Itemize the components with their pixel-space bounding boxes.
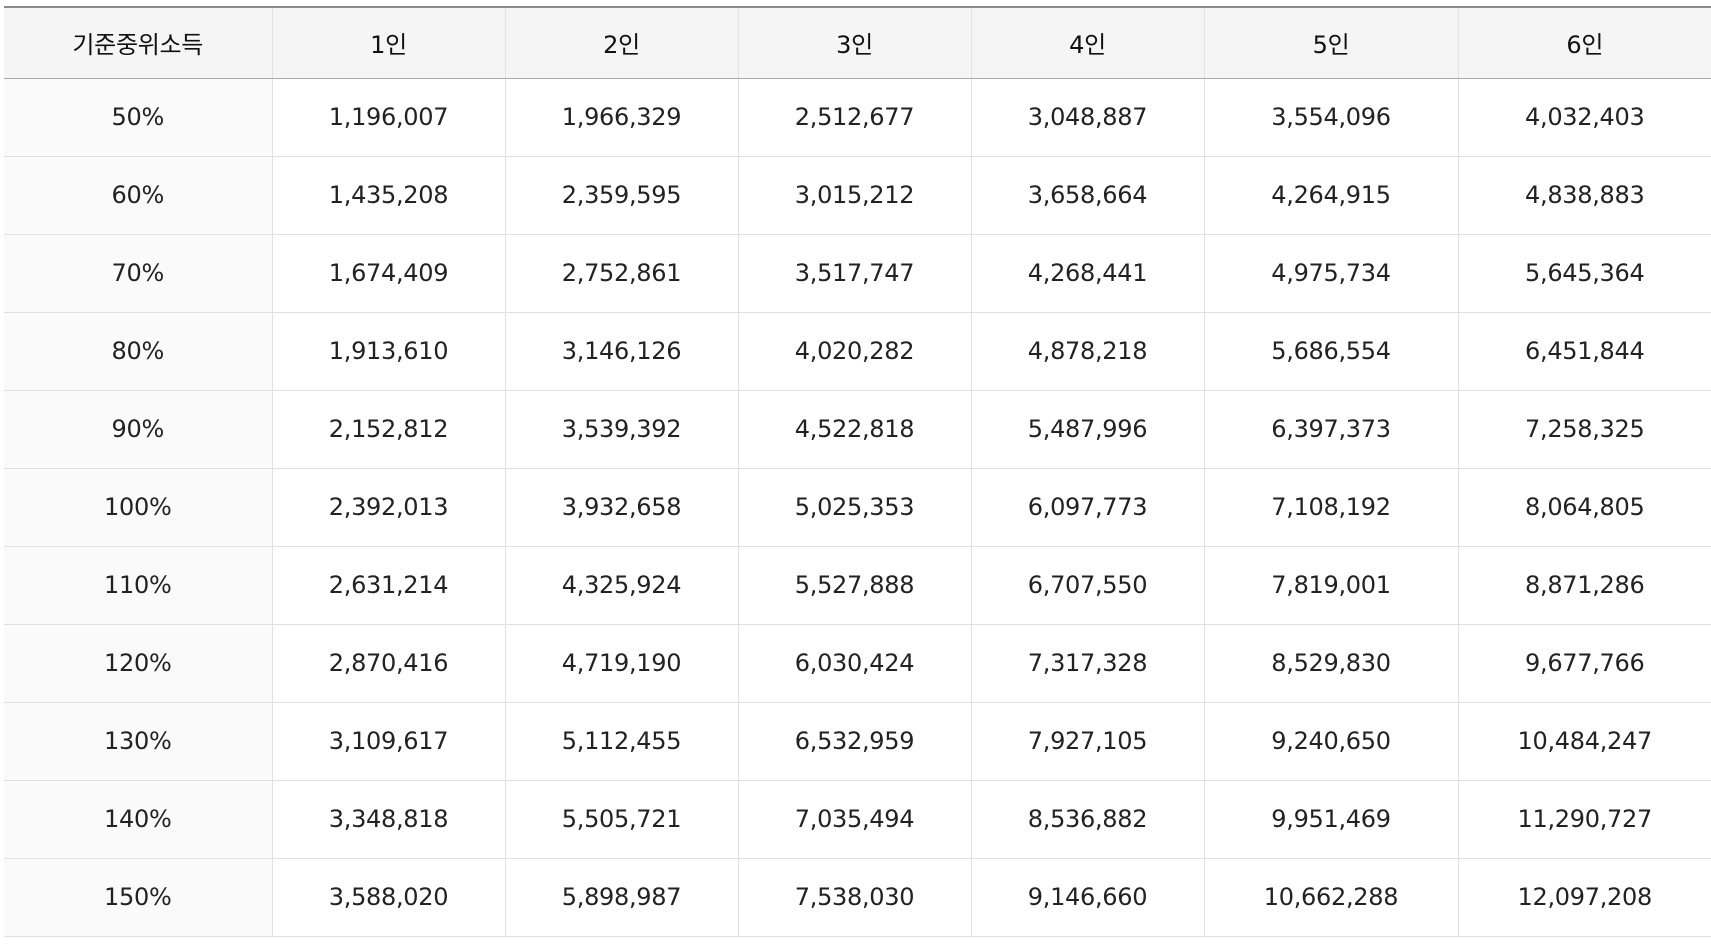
- table-cell-income: 3,109,617: [272, 702, 506, 781]
- table-cell-income: 5,112,455: [505, 702, 739, 781]
- table-cell-income: 8,064,805: [1458, 468, 1711, 547]
- table-cell-income: 7,108,192: [1204, 468, 1459, 547]
- table-row: 80% 1,913,610 3,146,126 4,020,282 4,878,218 5…: [4, 312, 1711, 391]
- table-cell-income: 10,484,247: [1458, 702, 1711, 781]
- row-label-percent: 130%: [4, 702, 273, 781]
- table-row: 90% 2,152,812 3,539,392 4,522,818 5,487,996 6…: [4, 390, 1711, 469]
- table-cell-income: 3,588,020: [272, 858, 506, 937]
- table-cell-income: 7,317,328: [971, 624, 1205, 703]
- row-label-percent: 140%: [4, 780, 273, 859]
- table-row: 120% 2,870,416 4,719,190 6,030,424 7,317,328…: [4, 624, 1711, 703]
- table-cell-income: 6,097,773: [971, 468, 1205, 547]
- row-label-percent: 50%: [4, 78, 273, 157]
- table-cell-income: 2,870,416: [272, 624, 506, 703]
- table-cell-income: 4,838,883: [1458, 156, 1711, 235]
- table-cell-income: 1,674,409: [272, 234, 506, 313]
- table-body: 50% 1,196,007 1,966,329 2,512,677 3,048,887 3…: [4, 78, 1711, 937]
- table-cell-income: 2,392,013: [272, 468, 506, 547]
- table-cell-income: 7,819,001: [1204, 546, 1459, 625]
- table-cell-income: 4,032,403: [1458, 78, 1711, 157]
- table-cell-income: 9,146,660: [971, 858, 1205, 937]
- table-cell-income: 4,325,924: [505, 546, 739, 625]
- table-cell-income: 5,505,721: [505, 780, 739, 859]
- table-cell-income: 4,522,818: [738, 390, 972, 469]
- table-cell-income: 5,487,996: [971, 390, 1205, 469]
- table-cell-income: 3,517,747: [738, 234, 972, 313]
- table-cell-income: 7,538,030: [738, 858, 972, 937]
- table-row: 60% 1,435,208 2,359,595 3,015,212 3,658,664 4…: [4, 156, 1711, 235]
- table-row: 140% 3,348,818 5,505,721 7,035,494 8,536,882…: [4, 780, 1711, 859]
- table-cell-income: 6,707,550: [971, 546, 1205, 625]
- table-cell-income: 9,951,469: [1204, 780, 1459, 859]
- table-cell-income: 8,536,882: [971, 780, 1205, 859]
- table-cell-income: 3,048,887: [971, 78, 1205, 157]
- table-cell-income: 2,512,677: [738, 78, 972, 157]
- table-cell-income: 6,451,844: [1458, 312, 1711, 391]
- table-row: 110% 2,631,214 4,325,924 5,527,888 6,707,550…: [4, 546, 1711, 625]
- header-cell-6-person: 6인: [1458, 6, 1711, 79]
- table-cell-income: 11,290,727: [1458, 780, 1711, 859]
- row-label-percent: 120%: [4, 624, 273, 703]
- table-cell-income: 3,658,664: [971, 156, 1205, 235]
- row-label-percent: 90%: [4, 390, 273, 469]
- table-row: 150% 3,588,020 5,898,987 7,538,030 9,146,660…: [4, 858, 1711, 937]
- table-row: 70% 1,674,409 2,752,861 3,517,747 4,268,441 4…: [4, 234, 1711, 313]
- table-cell-income: 2,752,861: [505, 234, 739, 313]
- table-cell-income: 2,631,214: [272, 546, 506, 625]
- row-label-percent: 70%: [4, 234, 273, 313]
- table-cell-income: 7,035,494: [738, 780, 972, 859]
- table-cell-income: 8,529,830: [1204, 624, 1459, 703]
- row-label-percent: 110%: [4, 546, 273, 625]
- table-cell-income: 12,097,208: [1458, 858, 1711, 937]
- table-row: 130% 3,109,617 5,112,455 6,532,959 7,927,105…: [4, 702, 1711, 781]
- table-cell-income: 3,146,126: [505, 312, 739, 391]
- table-cell-income: 3,932,658: [505, 468, 739, 547]
- header-cell-1-person: 1인: [272, 6, 506, 79]
- table-cell-income: 6,532,959: [738, 702, 972, 781]
- table-cell-income: 2,359,595: [505, 156, 739, 235]
- table-cell-income: 1,435,208: [272, 156, 506, 235]
- income-table-container: 기준중위소득 1인 2인 3인 4인 5인 6인 50% 1,196,007 1,9…: [4, 6, 1711, 937]
- table-row: 50% 1,196,007 1,966,329 2,512,677 3,048,887 3…: [4, 78, 1711, 157]
- header-cell-3-person: 3인: [738, 6, 972, 79]
- median-income-table: 기준중위소득 1인 2인 3인 4인 5인 6인 50% 1,196,007 1,9…: [4, 6, 1711, 937]
- row-label-percent: 100%: [4, 468, 273, 547]
- table-header-row: 기준중위소득 1인 2인 3인 4인 5인 6인: [4, 6, 1711, 79]
- table-row: 100% 2,392,013 3,932,658 5,025,353 6,097,773…: [4, 468, 1711, 547]
- table-cell-income: 7,258,325: [1458, 390, 1711, 469]
- row-label-percent: 80%: [4, 312, 273, 391]
- table-cell-income: 3,554,096: [1204, 78, 1459, 157]
- table-cell-income: 3,348,818: [272, 780, 506, 859]
- table-cell-income: 1,196,007: [272, 78, 506, 157]
- table-cell-income: 2,152,812: [272, 390, 506, 469]
- table-cell-income: 1,966,329: [505, 78, 739, 157]
- table-cell-income: 4,975,734: [1204, 234, 1459, 313]
- table-cell-income: 9,677,766: [1458, 624, 1711, 703]
- table-cell-income: 5,025,353: [738, 468, 972, 547]
- table-cell-income: 4,878,218: [971, 312, 1205, 391]
- table-cell-income: 6,030,424: [738, 624, 972, 703]
- table-cell-income: 6,397,373: [1204, 390, 1459, 469]
- table-cell-income: 5,645,364: [1458, 234, 1711, 313]
- table-cell-income: 4,268,441: [971, 234, 1205, 313]
- table-cell-income: 5,686,554: [1204, 312, 1459, 391]
- header-cell-4-person: 4인: [971, 6, 1205, 79]
- row-label-percent: 150%: [4, 858, 273, 937]
- table-cell-income: 3,539,392: [505, 390, 739, 469]
- table-cell-income: 4,264,915: [1204, 156, 1459, 235]
- table-cell-income: 5,527,888: [738, 546, 972, 625]
- table-cell-income: 4,719,190: [505, 624, 739, 703]
- row-label-percent: 60%: [4, 156, 273, 235]
- table-cell-income: 3,015,212: [738, 156, 972, 235]
- table-cell-income: 5,898,987: [505, 858, 739, 937]
- table-cell-income: 9,240,650: [1204, 702, 1459, 781]
- table-cell-income: 4,020,282: [738, 312, 972, 391]
- header-cell-2-person: 2인: [505, 6, 739, 79]
- table-cell-income: 8,871,286: [1458, 546, 1711, 625]
- table-cell-income: 1,913,610: [272, 312, 506, 391]
- table-cell-income: 10,662,288: [1204, 858, 1459, 937]
- table-cell-income: 7,927,105: [971, 702, 1205, 781]
- header-cell-median-income: 기준중위소득: [4, 6, 273, 79]
- header-cell-5-person: 5인: [1204, 6, 1459, 79]
